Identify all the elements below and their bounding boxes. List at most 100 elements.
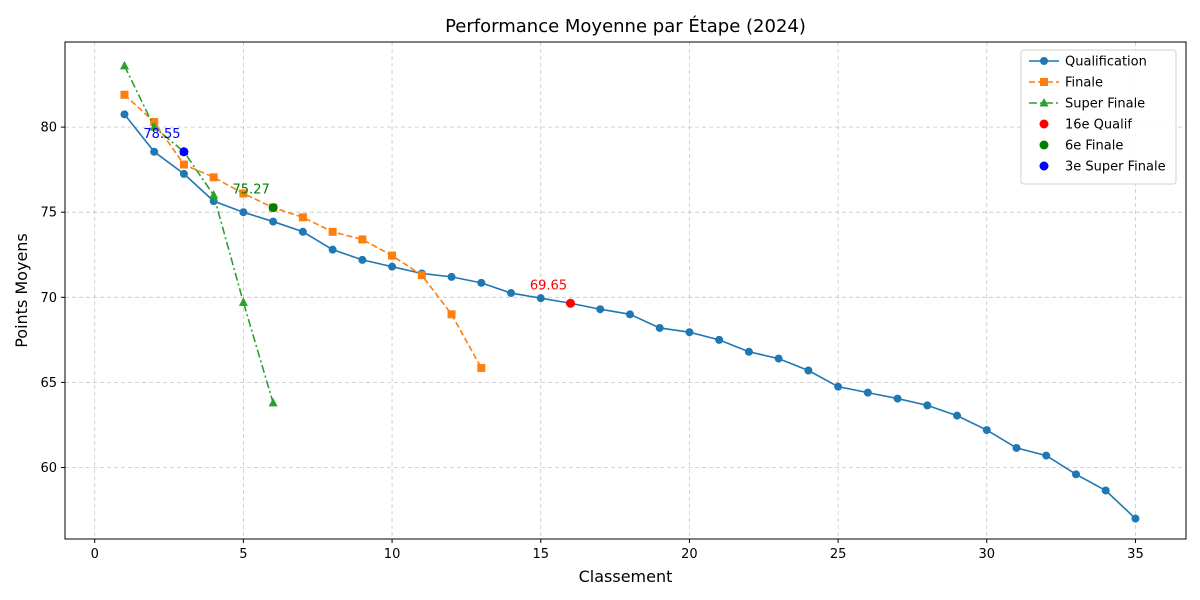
legend-label: 16e Qualif	[1065, 118, 1132, 133]
data-point-qualification	[447, 272, 456, 281]
y-tick-label: 65	[40, 376, 57, 391]
legend-label: 6e Finale	[1065, 139, 1123, 154]
legend-item: 16e Qualif	[1039, 118, 1132, 133]
series-line-super-finale	[123, 65, 274, 404]
legend-item: Qualification	[1029, 55, 1147, 70]
data-point-qualification	[863, 388, 872, 397]
data-point-qualification	[1131, 514, 1140, 523]
x-tick-label: 5	[239, 547, 247, 562]
y-tick-label: 75	[40, 206, 57, 221]
series-super-finale	[119, 60, 278, 407]
data-point-qualification	[1042, 451, 1051, 460]
legend-item: 3e Super Finale	[1039, 160, 1166, 175]
data-point-qualification	[150, 147, 159, 156]
highlight-label: 78.55	[143, 127, 180, 142]
data-point-qualification	[388, 262, 397, 271]
data-point-qualification	[685, 328, 694, 337]
data-point-qualification	[536, 294, 545, 303]
y-tick-label: 70	[40, 291, 57, 306]
data-point-qualification	[179, 169, 188, 178]
legend-marker	[1039, 161, 1049, 171]
data-point-qualification	[834, 382, 843, 391]
legend-marker	[1039, 98, 1049, 107]
data-point-qualification	[1012, 443, 1021, 452]
data-point-qualification	[625, 310, 634, 319]
data-point-qualification	[923, 401, 932, 410]
data-point-finale	[209, 173, 218, 182]
legend-marker	[1040, 57, 1048, 65]
legend-frame	[1020, 49, 1177, 185]
data-point-finale	[239, 189, 248, 198]
data-point-super-finale	[149, 122, 159, 131]
data-point-qualification	[774, 354, 783, 363]
x-tick-label: 25	[830, 547, 847, 562]
y-axis-title: Points Moyens	[12, 233, 31, 348]
legend-label: 3e Super Finale	[1065, 160, 1166, 175]
x-tick-label: 35	[1127, 547, 1144, 562]
chart-title: Performance Moyenne par Étape (2024)	[445, 15, 806, 37]
grid	[65, 42, 1186, 539]
y-tick-label: 80	[40, 121, 57, 136]
data-point-finale	[417, 271, 426, 280]
data-point-qualification	[120, 110, 129, 119]
data-point-finale	[388, 251, 397, 260]
legend-label: Super Finale	[1065, 97, 1145, 112]
series-finale	[120, 90, 486, 372]
data-point-qualification	[1101, 486, 1110, 495]
data-point-qualification	[269, 217, 278, 226]
data-point-qualification	[477, 278, 486, 287]
legend-item: Finale	[1029, 76, 1103, 91]
data-point-finale	[179, 160, 188, 169]
x-tick-label: 30	[979, 547, 996, 562]
data-point-finale	[447, 310, 456, 319]
data-point-qualification	[596, 305, 605, 314]
data-point-qualification	[804, 366, 813, 375]
data-point-qualification	[328, 245, 337, 254]
data-point-qualification	[893, 394, 902, 403]
x-tick-label: 20	[681, 547, 698, 562]
data-point-qualification	[239, 208, 248, 217]
series-qualification	[120, 110, 1140, 523]
highlight-point	[268, 203, 278, 213]
data-point-qualification	[655, 323, 664, 332]
data-point-qualification	[1071, 470, 1080, 479]
legend-label: Finale	[1065, 76, 1103, 91]
data-point-super-finale	[119, 60, 129, 70]
highlight-point	[565, 298, 575, 308]
legend-label: Qualification	[1065, 55, 1147, 70]
data-point-finale	[328, 227, 337, 236]
y-tick-label: 60	[40, 461, 57, 476]
legend: Qualification Finale Super Finale 16e Quali…	[1020, 49, 1177, 185]
data-point-qualification	[953, 411, 962, 420]
data-point-finale	[120, 90, 129, 99]
data-point-qualification	[358, 255, 367, 264]
highlight-label: 69.65	[530, 278, 567, 293]
ticks: 0 5 10 15 20 25 30 35 60 65 70 75 80	[40, 121, 1143, 562]
legend-item: 6e Finale	[1039, 139, 1123, 154]
x-tick-label: 10	[384, 547, 401, 562]
legend-marker	[1039, 140, 1049, 150]
x-tick-label: 0	[91, 547, 99, 562]
data-point-qualification	[507, 289, 516, 298]
legend-marker	[1039, 119, 1049, 129]
data-point-qualification	[982, 426, 991, 435]
data-point-finale	[358, 235, 367, 244]
plot-frame	[64, 41, 1187, 540]
data-point-finale	[298, 213, 307, 222]
legend-marker	[1040, 78, 1048, 86]
data-point-qualification	[715, 335, 724, 344]
data-point-qualification	[298, 227, 307, 236]
series-layer	[119, 60, 1140, 523]
highlight-label: 75.27	[233, 183, 270, 198]
x-axis-title: Classement	[579, 567, 673, 586]
legend-item: Super Finale	[1029, 97, 1145, 112]
data-point-finale	[150, 117, 159, 126]
x-tick-label: 15	[532, 547, 549, 562]
highlight-layer: 69.65 75.27 78.55	[143, 127, 575, 308]
data-point-finale	[477, 363, 486, 372]
data-point-super-finale	[268, 397, 278, 407]
highlight-point	[179, 147, 189, 157]
data-point-qualification	[744, 347, 753, 356]
data-point-super-finale	[209, 190, 219, 199]
